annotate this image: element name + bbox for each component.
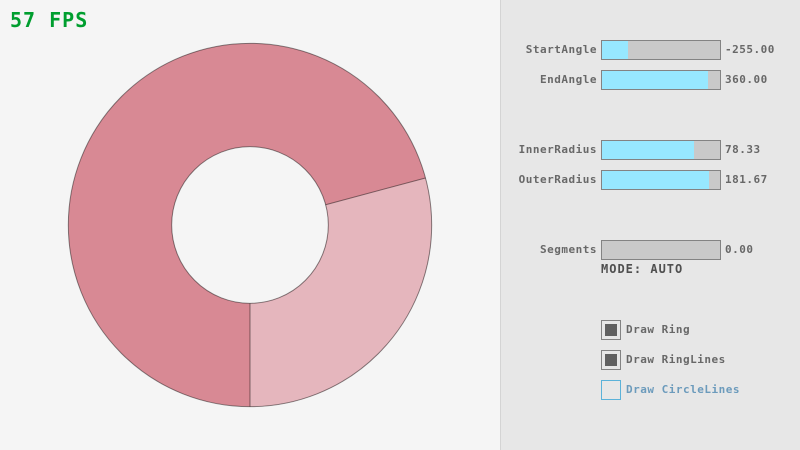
- slider-label-startangle: StartAngle: [525, 43, 597, 56]
- checkbox-draw-circlelines[interactable]: [601, 380, 621, 400]
- ring-end-angle-line: [325, 177, 426, 206]
- slider-value-endangle: 360.00: [725, 73, 768, 86]
- checkbox-draw-ring[interactable]: [601, 320, 621, 340]
- checkbox-label-draw-ring: Draw Ring: [626, 323, 691, 336]
- ring-inner-outline: [171, 146, 329, 304]
- check-mark: [605, 354, 617, 366]
- slider-innerradius[interactable]: [601, 140, 721, 160]
- slider-value-innerradius: 78.33: [725, 143, 761, 156]
- slider-value-outerradius: 181.67: [725, 173, 768, 186]
- slider-outerradius[interactable]: [601, 170, 721, 190]
- slider-label-endangle: EndAngle: [540, 73, 597, 86]
- slider-fill: [602, 41, 628, 59]
- ring-light-segment: [250, 177, 432, 407]
- checkbox-draw-ringlines[interactable]: [601, 350, 621, 370]
- slider-label-innerradius: InnerRadius: [518, 143, 597, 156]
- slider-value-startangle: -255.00: [725, 43, 775, 56]
- slider-segments[interactable]: [601, 240, 721, 260]
- fps-counter: 57 FPS: [10, 8, 89, 32]
- slider-value-segments: 0.00: [725, 243, 754, 256]
- slider-fill: [602, 141, 695, 159]
- slider-label-segments: Segments: [540, 243, 597, 256]
- slider-endangle[interactable]: [601, 70, 721, 90]
- checkbox-label-draw-circlelines: Draw CircleLines: [626, 383, 740, 396]
- slider-fill: [602, 171, 710, 189]
- check-mark: [605, 324, 617, 336]
- controls-panel: StartAngle -255.00 EndAngle 360.00 Inner…: [500, 0, 800, 450]
- slider-startangle[interactable]: [601, 40, 721, 60]
- checkbox-label-draw-ringlines: Draw RingLines: [626, 353, 726, 366]
- mode-label: MODE: AUTO: [601, 262, 684, 276]
- slider-label-outerradius: OuterRadius: [518, 173, 597, 186]
- ring-outer-outline: [67, 42, 433, 408]
- slider-fill: [602, 71, 709, 89]
